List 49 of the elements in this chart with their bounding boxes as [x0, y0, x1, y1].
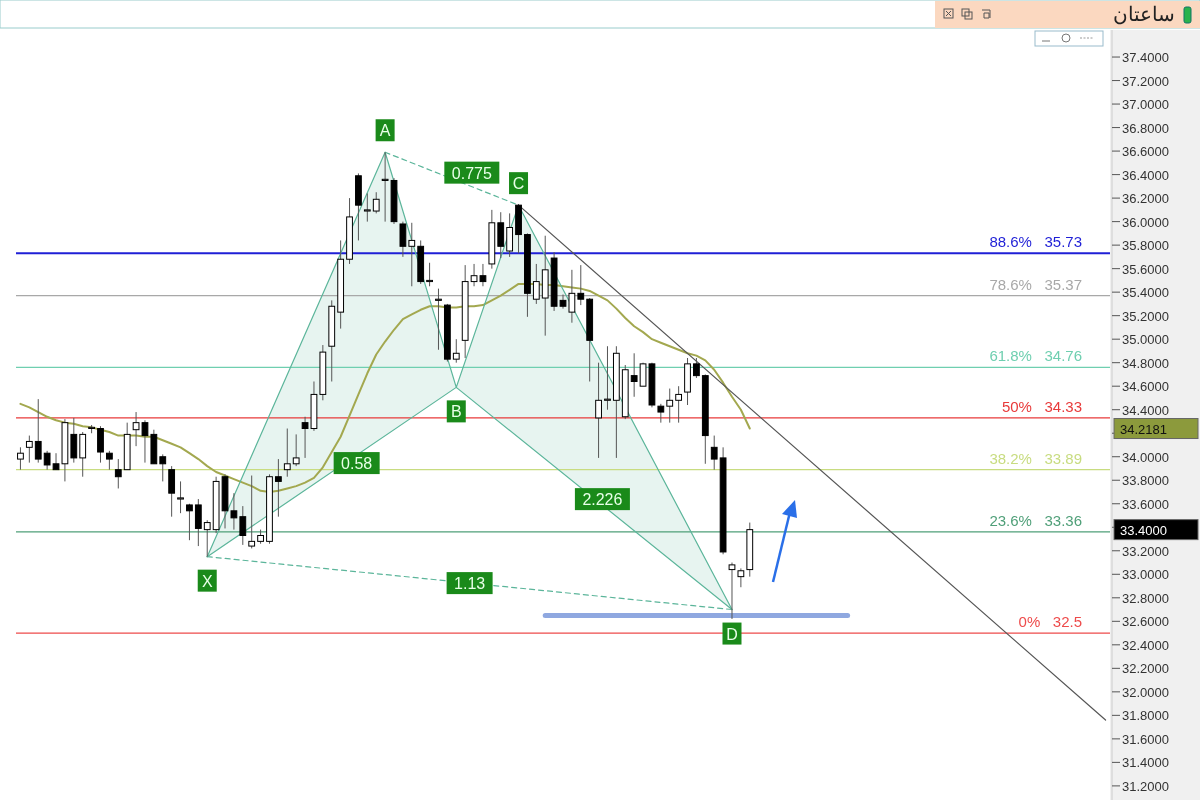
annotation: 1.13	[454, 575, 486, 593]
y-tick-label: 37.0000	[1122, 97, 1169, 113]
y-tick-label: 33.6000	[1122, 496, 1169, 512]
ref-line-label: 88.6% 35.73	[989, 233, 1082, 251]
y-tick-label: 37.4000	[1122, 50, 1169, 66]
y-tick-label: 34.0000	[1122, 449, 1169, 465]
annotation: X	[201, 572, 213, 590]
annotation: B	[450, 403, 462, 421]
ref-line-label: 78.6% 35.37	[989, 275, 1082, 293]
y-tick-label: 32.4000	[1122, 637, 1169, 653]
y-tick-label: 31.4000	[1122, 755, 1169, 771]
text: 34.2181	[1120, 421, 1167, 437]
y-tick-label: 35.8000	[1122, 238, 1169, 254]
text: 33.4000	[1120, 522, 1167, 538]
y-tick-label: 35.4000	[1122, 285, 1169, 301]
y-tick-label: 34.4000	[1122, 402, 1169, 418]
y-tick-label: 36.4000	[1122, 167, 1169, 183]
ref-line-label: 0% 32.5	[1018, 613, 1082, 631]
annotation: A	[379, 122, 391, 140]
ref-line-label: 38.2% 33.89	[989, 449, 1082, 467]
annotation: D	[726, 625, 738, 643]
y-tick-label: 32.2000	[1122, 661, 1169, 677]
y-tick-label: 31.2000	[1122, 778, 1169, 794]
y-tick-label: 33.8000	[1122, 473, 1169, 489]
y-tick-label: 36.8000	[1122, 120, 1169, 136]
y-tick-label: 32.6000	[1122, 614, 1169, 630]
ref-line-label: 23.6% 33.36	[989, 511, 1082, 529]
chart-title: ساعتان	[1113, 3, 1175, 25]
y-tick-label: 31.6000	[1122, 731, 1169, 747]
y-tick-label: 31.8000	[1122, 708, 1169, 724]
y-tick-label: 36.6000	[1122, 144, 1169, 160]
y-tick-label: 34.8000	[1122, 355, 1169, 371]
y-tick-label: 35.6000	[1122, 261, 1169, 277]
y-tick-label: 35.0000	[1122, 332, 1169, 348]
ref-line-label: 50% 34.33	[1001, 397, 1082, 415]
y-tick-label: 35.2000	[1122, 308, 1169, 324]
annotation: 0.58	[341, 455, 373, 473]
y-tick-label: 32.0000	[1122, 684, 1169, 700]
annotation: C	[512, 175, 525, 193]
y-tick-label: 36.2000	[1122, 191, 1169, 207]
y-tick-label: 33.2000	[1122, 543, 1169, 559]
annotation: 2.226	[582, 491, 623, 509]
y-tick-label: 37.2000	[1122, 73, 1169, 89]
y-tick-label: 33.0000	[1122, 567, 1169, 583]
y-tick-label: 34.6000	[1122, 379, 1169, 395]
y-tick-label: 36.0000	[1122, 214, 1169, 230]
y-tick-label: 32.8000	[1122, 590, 1169, 606]
annotation: 0.775	[451, 164, 492, 182]
ref-line-label: 61.8% 34.76	[989, 347, 1082, 365]
